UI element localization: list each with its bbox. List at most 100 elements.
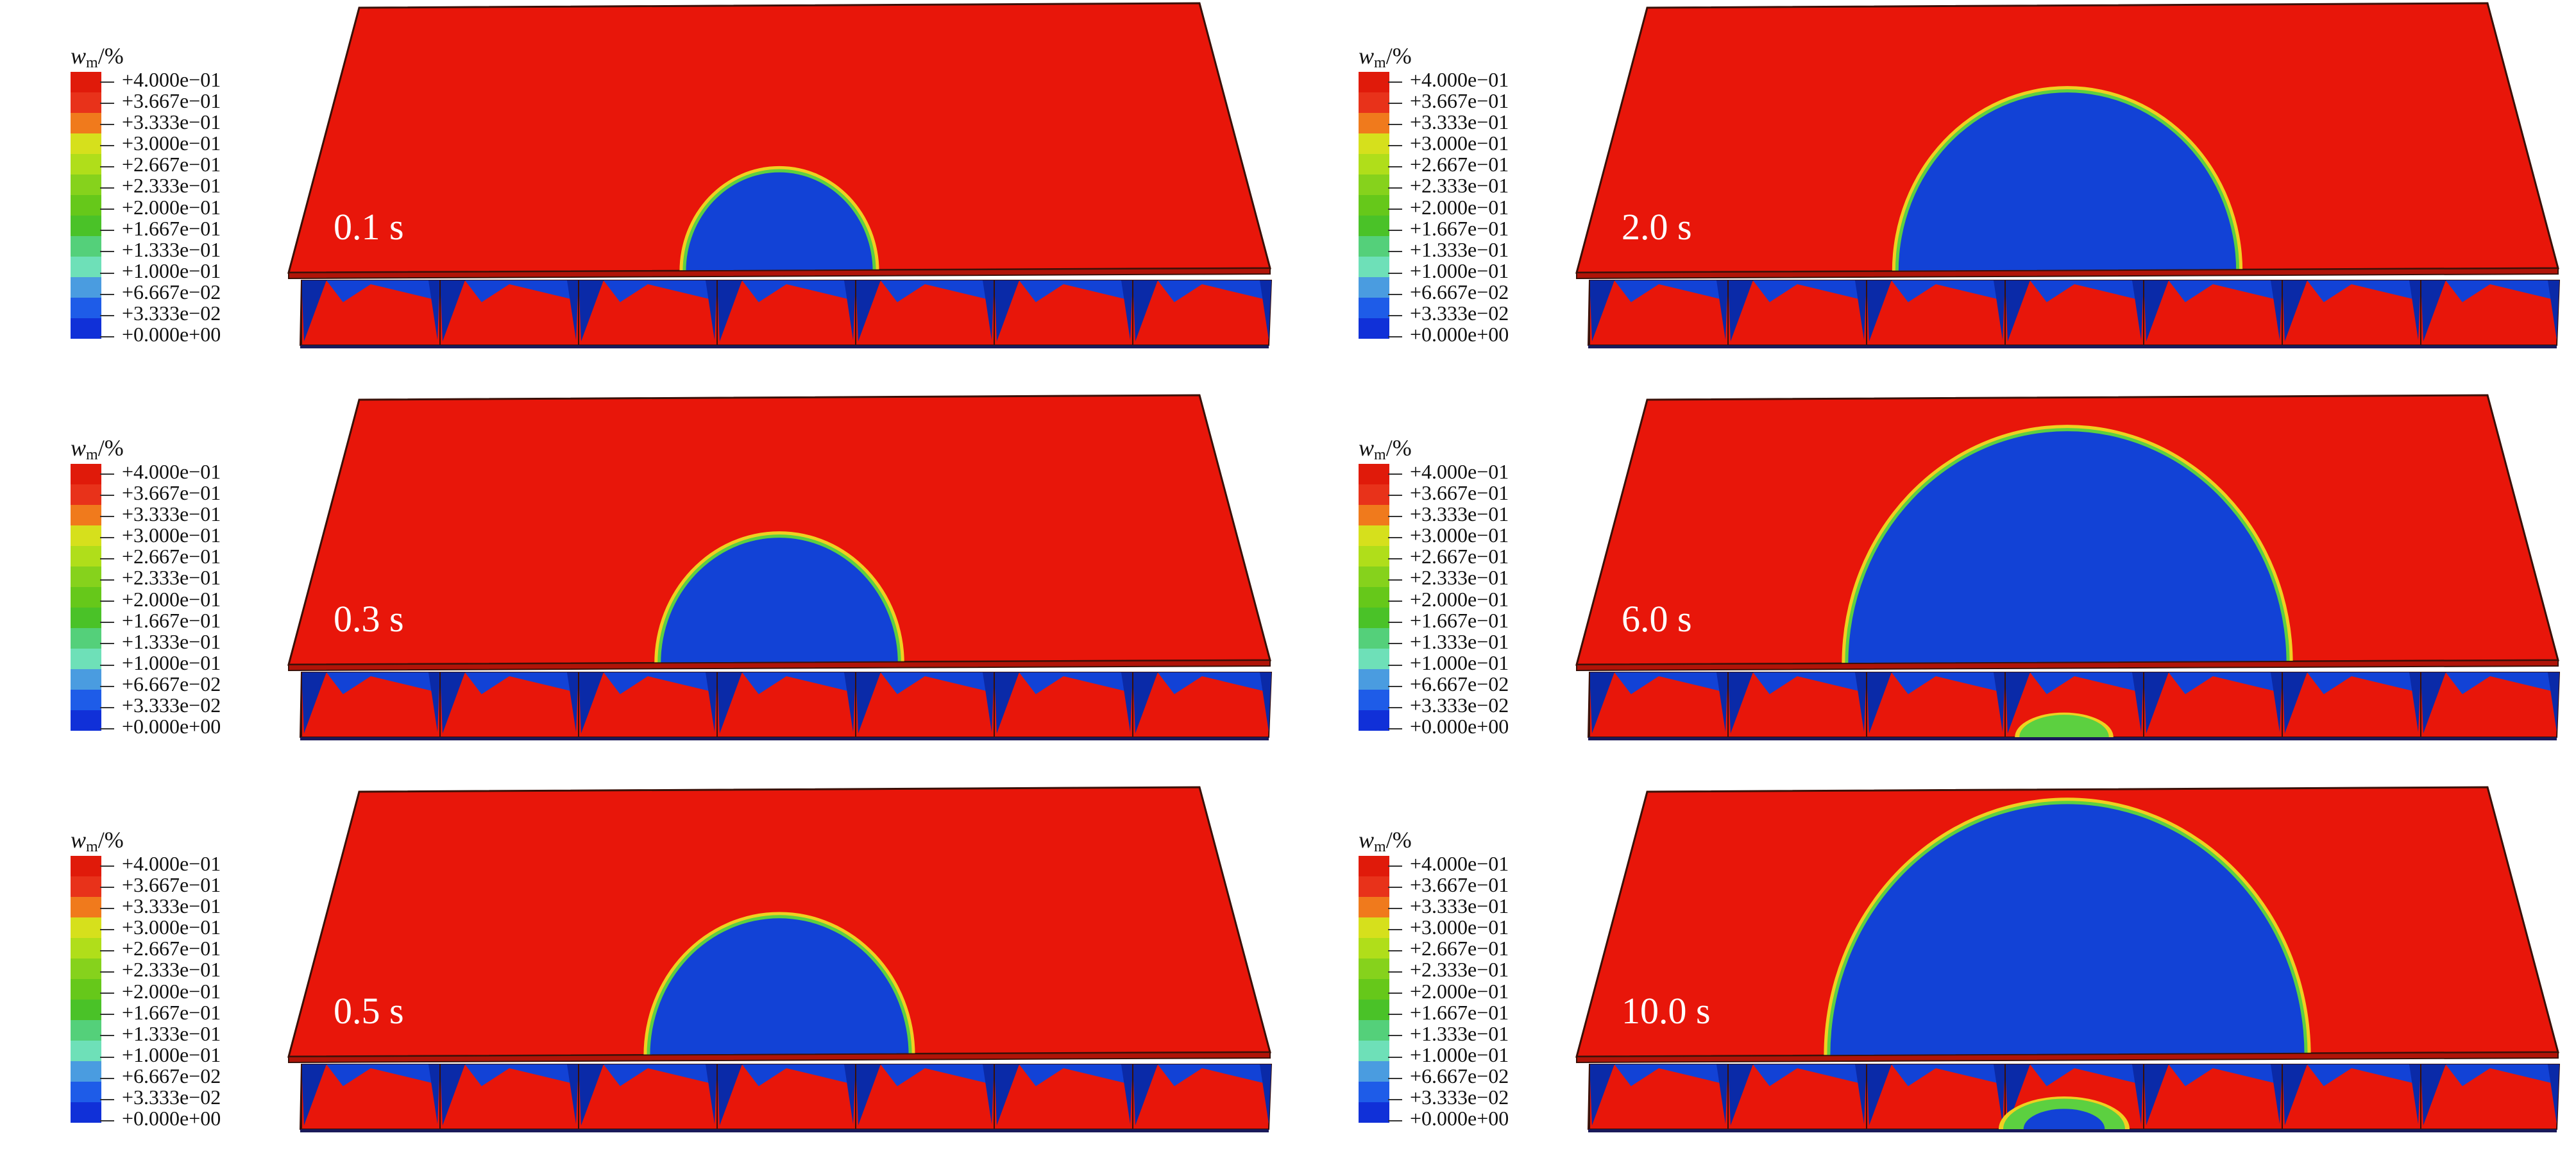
- legend-tick: [100, 187, 114, 189]
- core-web-top-right: [786, 280, 851, 300]
- time-label: 2.0 s: [1622, 206, 1692, 248]
- legend-level-label: +6.667e−02: [100, 1065, 221, 1087]
- core-web-top-left: [603, 672, 648, 694]
- legend-level-text: +1.667e−01: [122, 216, 221, 240]
- bottom-sheet-edge: [300, 345, 1269, 348]
- legend-level-text: +2.667e−01: [122, 937, 221, 960]
- legend-swatch: [1359, 917, 1389, 938]
- core-web-top-left: [1891, 280, 1936, 302]
- legend-swatch: [71, 195, 101, 216]
- legend-level-text: +3.333e−01: [122, 502, 221, 526]
- core-web-top-left: [464, 672, 509, 694]
- legend-level-text: +3.000e−01: [1410, 524, 1509, 547]
- legend-tick: [100, 314, 114, 316]
- panel-1: wm/% +4.000e−01 +3.667e−01 +3.333e−01 +3.00…: [1288, 0, 2576, 392]
- legend-tick: [100, 102, 114, 104]
- core-web-top-left: [2445, 280, 2490, 302]
- core-web-left: [1867, 672, 1892, 733]
- legend-level-text: +1.000e−01: [1410, 1043, 1509, 1066]
- legend-level-label: +6.667e−02: [1388, 1065, 1509, 1087]
- legend-level-text: +3.333e−01: [122, 894, 221, 918]
- core-web-right: [2548, 1064, 2559, 1124]
- legend-tick: [1388, 950, 1402, 952]
- legend-swatch: [1359, 1061, 1389, 1082]
- core-web-right: [1716, 1064, 1728, 1124]
- core-web-left: [1133, 1064, 1158, 1125]
- legend-tick: [100, 144, 114, 146]
- legend-unit: /%: [97, 43, 124, 69]
- core-web-left: [2282, 280, 2307, 341]
- top-sheet-edge: [288, 659, 1271, 672]
- legend-tick: [100, 336, 114, 337]
- legend-swatch: [71, 959, 101, 979]
- legend-swatch: [71, 917, 101, 938]
- legend-level-text: +2.667e−01: [122, 545, 221, 568]
- legend-unit: /%: [1385, 827, 1412, 853]
- core-web-left: [994, 1064, 1019, 1125]
- core-web-top-right: [925, 280, 989, 300]
- legend-swatch: [71, 257, 101, 277]
- legend-tick: [1388, 187, 1402, 189]
- panel-5: wm/% +4.000e−01 +3.667e−01 +3.333e−01 +3.00…: [1288, 784, 2576, 1176]
- core-web-top-left: [1614, 672, 1659, 694]
- legend-level-text: +4.000e−01: [1410, 460, 1509, 483]
- legend-swatch: [1359, 92, 1389, 113]
- core-web-top-right: [1797, 280, 1861, 300]
- legend-swatch: [71, 72, 101, 92]
- legend-level-text: +3.000e−01: [1410, 132, 1509, 155]
- legend-level-text: +3.333e−02: [122, 694, 221, 717]
- legend-level-label: +1.333e−01: [1388, 1023, 1509, 1044]
- legend-tick: [100, 643, 114, 645]
- legend-tick: [100, 950, 114, 952]
- legend-swatch: [71, 298, 101, 318]
- legend-level-label: +3.000e−01: [1388, 917, 1509, 938]
- core-web-right: [428, 1064, 440, 1124]
- legend-tick: [1388, 123, 1402, 125]
- legend-level-label: +1.667e−01: [100, 216, 221, 240]
- legend-level-text: +1.667e−01: [122, 1000, 221, 1024]
- legend-tick: [1388, 81, 1402, 83]
- core-web-left: [579, 1064, 604, 1125]
- legend-level-text: +3.333e−01: [122, 110, 221, 134]
- legend-tick: [1388, 314, 1402, 316]
- core-web-top-left: [2029, 672, 2074, 694]
- core-web-left: [856, 280, 881, 341]
- legend-swatch: [1359, 484, 1389, 505]
- legend-symbol: w: [1359, 827, 1375, 853]
- legend-level-label: +4.000e−01: [1388, 69, 1509, 90]
- legend-tick: [1388, 536, 1402, 538]
- core-web-left: [1133, 672, 1158, 733]
- core-web-top-left: [1019, 280, 1063, 302]
- legend-tick: [100, 515, 114, 517]
- core-web-top-left: [603, 280, 648, 302]
- panel-drawing: [1575, 2, 2561, 348]
- legend-tick: [100, 664, 114, 666]
- top-sheet-edge: [288, 1051, 1271, 1064]
- core-web-top-right: [2490, 280, 2554, 300]
- legend-level-text: +1.667e−01: [1410, 216, 1509, 240]
- legend-swatch: [1359, 979, 1389, 1000]
- legend-level-label: +1.000e−01: [100, 1044, 221, 1066]
- legend-tick: [1388, 473, 1402, 475]
- core-web-top-right: [509, 1064, 573, 1084]
- core-web-top-left: [880, 672, 925, 694]
- legend-tick: [1388, 579, 1402, 581]
- legend-swatch: [1359, 133, 1389, 154]
- legend-swatch: [1359, 298, 1389, 318]
- core-web-top-left: [1891, 672, 1936, 694]
- core-web-right: [1994, 1064, 2005, 1124]
- legend-swatch: [1359, 876, 1389, 897]
- legend-swatch: [71, 133, 101, 154]
- core-web-left: [1867, 280, 1892, 341]
- legend-level-label: +3.333e−02: [1388, 303, 1509, 324]
- legend-level-label: +3.667e−01: [100, 874, 221, 896]
- legend-tick: [1388, 643, 1402, 645]
- legend-tick: [100, 123, 114, 125]
- core-web-top-right: [1936, 672, 2000, 692]
- legend-tick: [1388, 601, 1402, 602]
- legend-level-text: +1.667e−01: [1410, 608, 1509, 632]
- legend-level-label: +4.000e−01: [100, 461, 221, 482]
- core-web-top-right: [1202, 672, 1266, 692]
- legend-swatch: [71, 567, 101, 587]
- legend-swatch: [1359, 669, 1389, 690]
